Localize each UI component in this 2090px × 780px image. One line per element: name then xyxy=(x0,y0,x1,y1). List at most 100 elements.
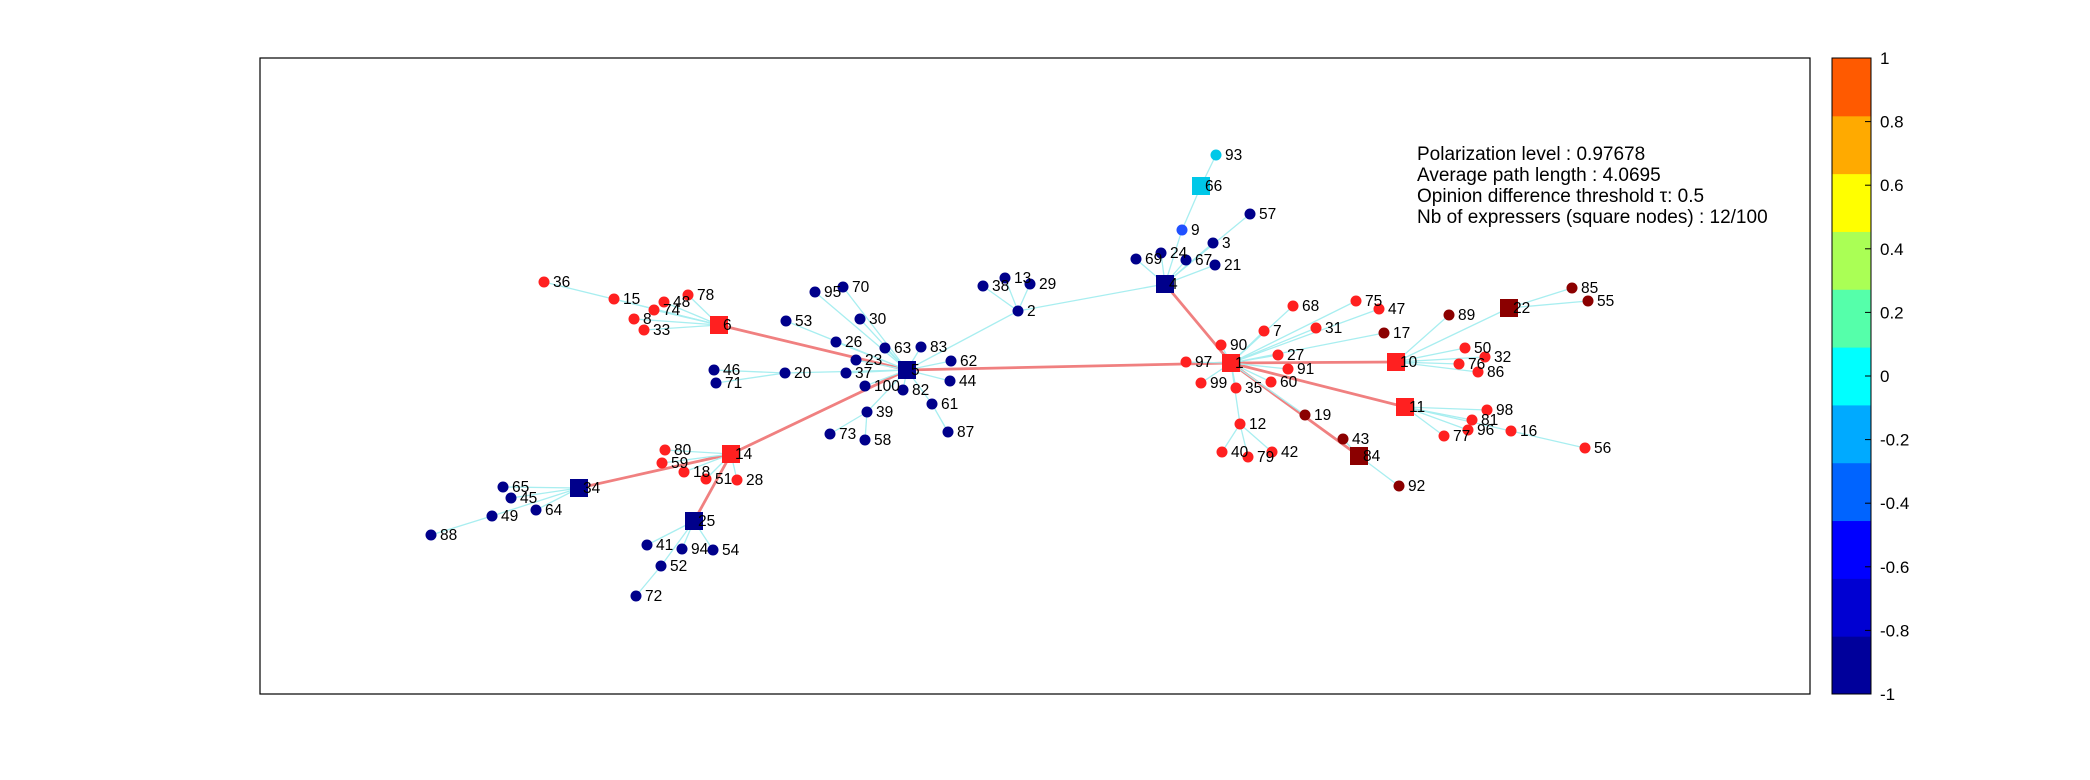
node-90 xyxy=(1215,339,1227,351)
node-label-30: 30 xyxy=(869,311,887,328)
node-label-92: 92 xyxy=(1408,478,1425,495)
node-31 xyxy=(1310,322,1322,334)
node-label-3: 3 xyxy=(1222,235,1231,252)
node-92 xyxy=(1393,480,1405,492)
node-51 xyxy=(700,473,712,485)
node-11 xyxy=(1396,398,1414,416)
node-label-72: 72 xyxy=(645,588,662,605)
node-34 xyxy=(570,479,588,497)
node-18 xyxy=(678,466,690,478)
node-label-89: 89 xyxy=(1458,307,1475,324)
edge-16-56 xyxy=(1510,430,1586,449)
node-label-17: 17 xyxy=(1393,325,1410,342)
node-label-73: 73 xyxy=(839,426,856,443)
node-63 xyxy=(879,342,891,354)
node-label-62: 62 xyxy=(960,353,977,370)
node-label-68: 68 xyxy=(1302,298,1319,315)
node-label-69: 69 xyxy=(1145,251,1162,268)
edge-34-45 xyxy=(510,487,580,499)
node-label-99: 99 xyxy=(1210,375,1227,392)
node-label-88: 88 xyxy=(440,527,457,544)
edge-6-48 xyxy=(663,301,720,326)
node-15 xyxy=(608,293,620,305)
threshold-text: Opinion difference threshold τ: 0.5 xyxy=(1417,186,1704,207)
node-54 xyxy=(707,544,719,556)
node-65 xyxy=(497,481,509,493)
node-label-26: 26 xyxy=(845,334,862,351)
node-label-19: 19 xyxy=(1314,407,1331,424)
node-label-22: 22 xyxy=(1513,300,1530,317)
node-39 xyxy=(861,406,873,418)
node-label-18: 18 xyxy=(693,464,710,481)
edge-14-34 xyxy=(578,452,732,490)
node-42 xyxy=(1266,446,1278,458)
colorbar-band-0 xyxy=(1832,636,1871,695)
edge-5-6 xyxy=(718,323,908,372)
node-21 xyxy=(1209,259,1221,271)
node-97 xyxy=(1180,356,1192,368)
node-label-55: 55 xyxy=(1597,293,1614,310)
node-label-52: 52 xyxy=(670,558,687,575)
node-label-91: 91 xyxy=(1297,361,1314,378)
node-label-7: 7 xyxy=(1273,323,1282,340)
node-32 xyxy=(1479,351,1491,363)
node-80 xyxy=(659,444,671,456)
edge-10-86 xyxy=(1395,361,1479,373)
node-99 xyxy=(1195,377,1207,389)
node-label-90: 90 xyxy=(1230,337,1248,354)
node-label-50: 50 xyxy=(1474,340,1492,357)
node-98 xyxy=(1481,404,1493,416)
edge-14-80 xyxy=(664,449,732,455)
edge-2-38 xyxy=(982,285,1019,312)
node-label-81: 81 xyxy=(1481,412,1498,429)
node-93 xyxy=(1210,149,1222,161)
node-label-97: 97 xyxy=(1195,354,1212,371)
edge-1-12 xyxy=(1230,362,1241,425)
edge-6-33 xyxy=(643,324,720,331)
node-label-43: 43 xyxy=(1352,431,1369,448)
node-62 xyxy=(945,355,957,367)
edge-14-59 xyxy=(661,453,732,464)
node-label-24: 24 xyxy=(1170,245,1188,262)
node-12 xyxy=(1234,418,1246,430)
edge-20-71 xyxy=(715,372,786,384)
edge-10-50 xyxy=(1395,347,1466,363)
node-label-53: 53 xyxy=(795,313,812,330)
node-1 xyxy=(1222,354,1240,372)
colorbar: -1 -0.8 -0.6 -0.4 -0.2 0 0.2 0.4 0.6 0.8 1 xyxy=(1831,49,1909,704)
node-4 xyxy=(1156,275,1174,293)
colorbar-tick-label-7: 0.4 xyxy=(1880,240,1904,259)
node-5 xyxy=(898,361,916,379)
node-61 xyxy=(926,398,938,410)
node-label-84: 84 xyxy=(1363,448,1381,465)
edge-5-14 xyxy=(730,368,908,456)
node-label-41: 41 xyxy=(656,537,673,554)
node-label-31: 31 xyxy=(1325,320,1342,337)
node-71 xyxy=(710,377,722,389)
edge-20-46 xyxy=(713,369,786,374)
colorbar-band-5 xyxy=(1832,347,1871,406)
info-box: Polarization level : 0.97678 Average pat… xyxy=(1417,144,1768,228)
edge-10-32 xyxy=(1395,356,1486,363)
node-22 xyxy=(1500,299,1518,317)
node-label-32: 32 xyxy=(1494,349,1511,366)
node-76 xyxy=(1453,358,1465,370)
node-58 xyxy=(859,434,871,446)
node-label-86: 86 xyxy=(1487,364,1504,381)
node-48 xyxy=(658,296,670,308)
node-36 xyxy=(538,276,550,288)
node-label-63: 63 xyxy=(894,340,911,357)
node-label-60: 60 xyxy=(1280,374,1298,391)
edge-1-10 xyxy=(1230,360,1397,365)
node-label-48: 48 xyxy=(673,294,690,311)
edge-22-85 xyxy=(1508,287,1573,309)
node-label-64: 64 xyxy=(545,502,563,519)
node-17 xyxy=(1378,327,1390,339)
node-label-87: 87 xyxy=(957,424,974,441)
edge-11-96 xyxy=(1404,406,1469,431)
node-100 xyxy=(859,380,871,392)
node-label-54: 54 xyxy=(722,542,740,559)
node-label-11: 11 xyxy=(1409,399,1425,416)
node-84 xyxy=(1350,447,1368,465)
